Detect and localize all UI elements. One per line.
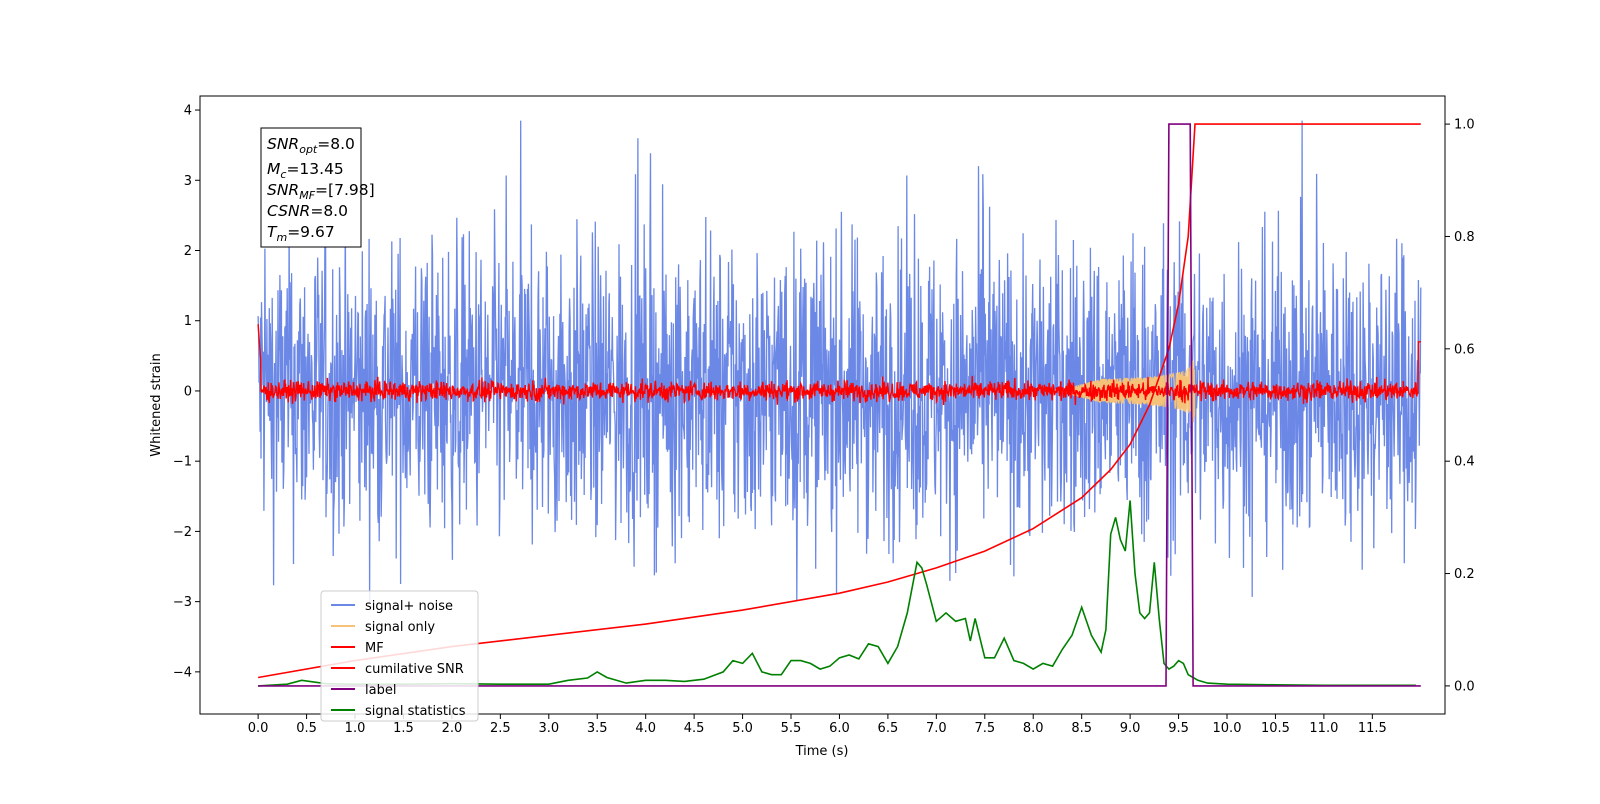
info-line-csnr: CSNR=8.0 [267, 202, 348, 220]
x-tick-label: 10.0 [1213, 721, 1242, 736]
y-tick-label: −2 [173, 525, 192, 540]
x-tick-label: 11.0 [1309, 721, 1338, 736]
legend-label: signal statistics [365, 704, 466, 719]
y-tick-label: −4 [173, 665, 192, 680]
y-axis-label: Whitened strain [149, 353, 164, 456]
x-tick-label: 10.5 [1261, 721, 1290, 736]
legend-label: label [365, 683, 396, 698]
info-line-mc: Mc=13.45 [267, 160, 344, 181]
info-box-frame [260, 127, 362, 248]
legend-label: signal only [365, 620, 435, 635]
x-tick-label: 2.5 [490, 721, 511, 736]
y-tick-label: 2 [184, 244, 192, 259]
y-tick-label: −3 [173, 595, 192, 610]
x-tick-label: 4.0 [635, 721, 656, 736]
y2-tick-label: 1.0 [1454, 118, 1475, 133]
series-signal-noise [257, 120, 1422, 605]
x-tick-label: 11.5 [1358, 721, 1387, 736]
x-tick-label: 6.0 [829, 721, 850, 736]
info-line-snr-opt: SNRopt=8.0 [267, 135, 355, 156]
x-tick-label: 4.5 [684, 721, 705, 736]
x-tick-label: 2.0 [442, 721, 463, 736]
x-tick-label: 3.5 [587, 721, 608, 736]
legend-label: MF [365, 641, 384, 656]
y-tick-label: 4 [184, 104, 192, 119]
x-tick-label: 9.0 [1120, 721, 1141, 736]
x-tick-label: 7.0 [926, 721, 947, 736]
y2-tick-label: 0.0 [1454, 679, 1475, 694]
legend-frame [320, 590, 479, 722]
y2-tick-label: 0.6 [1454, 342, 1475, 357]
legend: signal+ noise signal only MF cumilative SNR… [320, 590, 479, 722]
y-ticks: 4 3 2 1 0 −1 −2 −3 −4 [173, 104, 200, 680]
x-tick-label: 6.5 [878, 721, 899, 736]
x-ticks: 0.0 0.5 1.0 1.5 2.0 2.5 3.0 3.5 4.0 4.5 5.0 5.5 6.0 6… [248, 714, 1387, 736]
x-tick-label: 3.0 [538, 721, 559, 736]
x-tick-label: 5.5 [781, 721, 802, 736]
legend-label: cumilative SNR [365, 662, 464, 677]
y2-tick-label: 0.8 [1454, 230, 1475, 245]
x-tick-label: 5.0 [732, 721, 753, 736]
x-axis-label: Time (s) [795, 744, 849, 759]
series-mf [257, 324, 1421, 406]
y2-tick-label: 0.4 [1454, 455, 1475, 470]
y-tick-label: 0 [184, 384, 192, 399]
info-line-snr-mf: SNRMF=[7.98] [267, 181, 375, 202]
y-tick-label: −1 [173, 455, 192, 470]
x-tick-label: 8.0 [1023, 721, 1044, 736]
x-tick-label: 0.0 [248, 721, 269, 736]
y-tick-label: 3 [184, 174, 192, 189]
y2-tick-label: 0.2 [1454, 567, 1475, 582]
series-label [258, 123, 1421, 687]
series-cumulative-snr [257, 123, 1421, 679]
info-box: SNRopt=8.0 Mc=13.45 SNRMF=[7.98] CSNR=8.… [260, 127, 375, 248]
y2-ticks: 1.0 0.8 0.6 0.4 0.2 0.0 [1445, 118, 1475, 694]
x-tick-label: 7.5 [974, 721, 995, 736]
x-tick-label: 0.5 [296, 721, 317, 736]
series-signal-statistics [258, 500, 1416, 687]
x-tick-label: 1.0 [345, 721, 366, 736]
y-tick-label: 1 [184, 314, 192, 329]
x-tick-label: 9.5 [1168, 721, 1189, 736]
info-line-tm: Tm=9.67 [267, 223, 335, 244]
legend-label: signal+ noise [365, 599, 453, 614]
series-layer [257, 120, 1422, 687]
plot-frame [199, 95, 1446, 715]
x-tick-label: 8.5 [1071, 721, 1092, 736]
x-tick-label: 1.5 [393, 721, 414, 736]
